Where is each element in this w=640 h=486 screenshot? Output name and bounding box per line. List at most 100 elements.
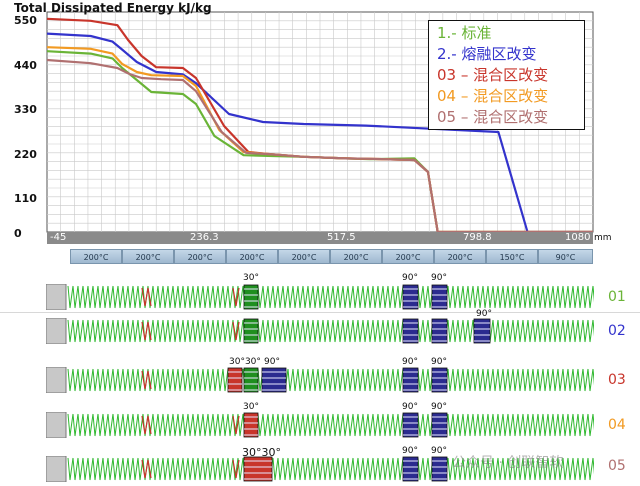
- angle-label: 90°: [431, 273, 447, 283]
- flight: [562, 413, 569, 437]
- flight: [592, 413, 594, 431]
- flight: [112, 413, 119, 437]
- flight: [342, 319, 349, 343]
- flight: [447, 413, 454, 437]
- flight: [397, 413, 404, 437]
- screw-strip: [46, 456, 594, 482]
- flight: [187, 368, 194, 392]
- flight: [337, 319, 344, 343]
- chart-legend: 1.- 标准 2.- 熔融区改变 03 – 混合区改变 04 – 混合区改变 0…: [428, 20, 585, 130]
- flight: [482, 368, 489, 392]
- flight: [292, 457, 299, 481]
- flight: [292, 368, 299, 392]
- flight: [227, 457, 234, 481]
- flight: [527, 319, 534, 343]
- flight: [312, 319, 319, 343]
- flight: [457, 413, 464, 437]
- flight: [352, 413, 359, 437]
- flight: [172, 285, 179, 309]
- flight: [497, 368, 504, 392]
- flight: [422, 368, 429, 392]
- strip-label: 04: [608, 417, 626, 433]
- flight: [457, 368, 464, 392]
- flight: [502, 319, 509, 343]
- x-axis-bar: -45 236.3 517.5 798.8 1080: [47, 232, 593, 244]
- flight: [307, 413, 314, 437]
- flight: [112, 319, 119, 343]
- flight: [127, 413, 134, 437]
- flight: [292, 413, 299, 437]
- flight: [157, 413, 164, 437]
- angle-label: 90°: [402, 273, 418, 283]
- flight: [312, 368, 319, 392]
- flight: [352, 368, 359, 392]
- flight: [552, 368, 559, 392]
- kneading-block: [402, 367, 419, 393]
- flight: [357, 413, 364, 437]
- flight: [162, 319, 169, 343]
- flight: [232, 415, 240, 435]
- flight: [527, 457, 534, 481]
- flight: [277, 319, 284, 343]
- flight: [482, 285, 489, 309]
- flight: [527, 285, 534, 309]
- flight: [287, 368, 294, 392]
- flight: [487, 413, 494, 437]
- flight: [542, 413, 549, 437]
- flight: [367, 368, 374, 392]
- flight: [347, 457, 354, 481]
- flight: [347, 413, 354, 437]
- kneading-block: [243, 412, 259, 438]
- flight: [97, 285, 104, 309]
- flight: [572, 413, 579, 437]
- flight: [542, 368, 549, 392]
- flight: [397, 457, 404, 481]
- temperature-zone: 150°C: [486, 249, 538, 264]
- flight: [302, 413, 309, 437]
- flight: [222, 413, 229, 437]
- flight: [107, 319, 114, 343]
- flight: [202, 413, 209, 437]
- flight: [362, 319, 369, 343]
- flight: [92, 457, 99, 481]
- flight: [282, 285, 289, 309]
- flight: [122, 285, 129, 309]
- flight: [122, 413, 129, 437]
- flight: [387, 457, 394, 481]
- flight: [382, 413, 389, 437]
- flight: [542, 285, 549, 309]
- flight: [192, 413, 199, 437]
- angle-label: 90°: [476, 309, 492, 319]
- legend-entry: 05 – 混合区改变: [437, 108, 549, 126]
- flight: [192, 368, 199, 392]
- flight: [447, 285, 454, 309]
- flight: [352, 285, 359, 309]
- flight: [352, 457, 359, 481]
- flight: [497, 285, 504, 309]
- x-axis-unit: mm: [594, 233, 612, 243]
- y-tick-label: 0: [14, 227, 22, 240]
- flight: [382, 457, 389, 481]
- flight: [112, 368, 119, 392]
- flight: [582, 457, 589, 481]
- flight: [141, 459, 152, 479]
- temperature-zone-bar: 200°C 200°C 200°C 200°C 200°C 200°C 200°…: [70, 249, 593, 266]
- flight: [82, 285, 89, 309]
- flight: [157, 457, 164, 481]
- flight: [382, 319, 389, 343]
- legend-entry: 03 – 混合区改变: [437, 66, 549, 84]
- flight: [92, 285, 99, 309]
- flight: [167, 457, 174, 481]
- flight: [562, 319, 569, 343]
- flight: [82, 319, 89, 343]
- flight: [152, 319, 159, 343]
- flight: [492, 319, 499, 343]
- y-tick-label: 220: [14, 148, 37, 161]
- flight: [302, 285, 309, 309]
- flight: [362, 285, 369, 309]
- flight: [577, 413, 584, 437]
- flight: [187, 285, 194, 309]
- flight: [417, 319, 424, 343]
- flight: [312, 457, 319, 481]
- flight: [562, 285, 569, 309]
